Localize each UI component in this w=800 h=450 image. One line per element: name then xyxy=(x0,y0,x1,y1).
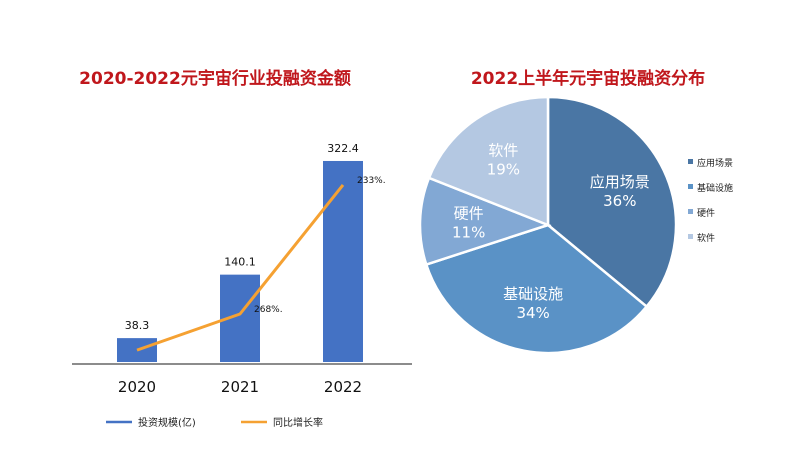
pie-legend-label-软件: 软件 xyxy=(697,232,715,244)
legend-bar-label: 投资规模(亿) xyxy=(138,416,196,429)
pie-legend-swatch-应用场景 xyxy=(688,159,693,164)
growth-line-chart: 268%. 233%. xyxy=(136,176,386,352)
pie-slice-name-硬件: 硬件 xyxy=(454,205,484,223)
x-tick-2020: 2020 xyxy=(118,378,156,396)
pie-slice-基础设施 xyxy=(424,223,649,355)
legend-line-label: 同比增长率 xyxy=(273,416,323,429)
bar-chart-title: 2020-2022元宇宙行业投融资金额 xyxy=(79,68,351,89)
growth-rate-line xyxy=(136,184,345,352)
x-tick-labels: 2020 2021 2022 xyxy=(118,378,362,396)
pie-slice-name-软件: 软件 xyxy=(488,141,518,159)
pie-slice-应用场景 xyxy=(546,95,678,309)
pie-chart-title: 2022上半年元宇宙投融资分布 xyxy=(471,68,705,89)
bar-2022 xyxy=(323,160,363,362)
bar-value-label-2022: 322.4 xyxy=(327,142,359,155)
pie-slice-pct-基础设施: 34% xyxy=(516,304,549,322)
growth-label-2021: 268%. xyxy=(254,305,283,315)
pie-slice-pct-应用场景: 36% xyxy=(603,192,636,210)
pie-slice-name-基础设施: 基础设施 xyxy=(503,285,563,303)
pie-legend-label-硬件: 硬件 xyxy=(697,207,715,219)
pie-slice-pct-硬件: 11% xyxy=(452,224,485,242)
x-tick-2022: 2022 xyxy=(324,378,362,396)
bar-chart: 38.3 140.1 322.4 xyxy=(117,142,363,362)
pie-legend-label-基础设施: 基础设施 xyxy=(697,182,733,194)
pie-slice-软件 xyxy=(427,95,550,227)
pie-legend-swatch-基础设施 xyxy=(688,184,693,189)
pie-slice-name-应用场景: 应用场景 xyxy=(590,173,650,191)
pie-legend-swatch-硬件 xyxy=(688,209,693,214)
x-tick-2021: 2021 xyxy=(221,378,259,396)
pie-legend-label-应用场景: 应用场景 xyxy=(697,157,733,169)
growth-label-2022: 233%. xyxy=(357,176,386,186)
bar-value-label-2021: 140.1 xyxy=(224,256,256,269)
bar-value-label-2020: 38.3 xyxy=(125,319,150,332)
pie-slice-pct-软件: 19% xyxy=(487,160,520,178)
pie-slice-硬件 xyxy=(418,176,552,267)
pie-legend-swatch-软件 xyxy=(688,234,693,239)
